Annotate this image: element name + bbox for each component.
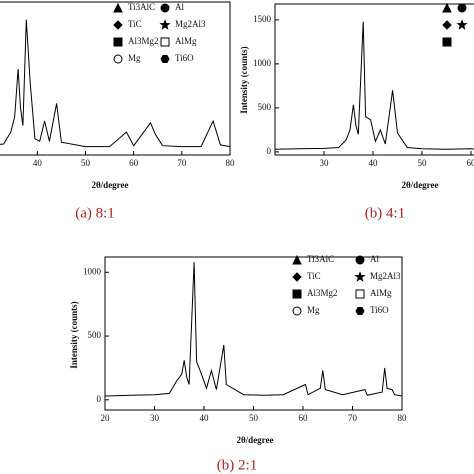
x-tick-label: 20 [101, 413, 111, 423]
x-tick-label: 40 [33, 158, 43, 168]
symbol [292, 254, 302, 265]
symbol [113, 54, 123, 64]
symbol [355, 255, 365, 265]
symbol [354, 271, 366, 282]
legend-label: Mg2Al3 [370, 271, 401, 281]
legend-label: TiC [307, 271, 321, 281]
y-tick-label: 1500 [253, 14, 272, 24]
legend-label: Ti6O [370, 305, 389, 315]
symbol [160, 37, 170, 47]
x-axis-label: 2θ/degree [236, 435, 273, 445]
x-tick-label: 60 [467, 158, 474, 168]
caption: (b) 2:1 [217, 457, 257, 473]
x-tick-label: 50 [81, 158, 91, 168]
y-tick-label: 1000 [253, 58, 272, 68]
x-tick-label: 50 [249, 413, 259, 423]
x-tick-label: 70 [177, 158, 187, 168]
y-tick-label: 1000 [83, 266, 102, 276]
legend-label: Ti3AlC [307, 254, 334, 264]
x-tick-label: 40 [200, 413, 210, 423]
legend-label: TiC [128, 19, 142, 29]
legend-label: AlMg [175, 36, 197, 46]
symbol [113, 2, 123, 13]
legend-label: Ti3AlC [128, 2, 155, 12]
y-axis-label: Intensity (counts) [239, 46, 249, 113]
legend-label: Al [370, 254, 379, 264]
xrd-line [274, 21, 474, 150]
symbol [113, 20, 123, 30]
legend-label: Mg [307, 305, 320, 315]
y-tick-label: 0 [97, 394, 102, 404]
x-tick-label: 30 [150, 413, 160, 423]
legend-label: Mg2Al3 [175, 19, 206, 29]
y-axis-label: Intensity (counts) [69, 301, 79, 368]
symbol [456, 19, 468, 30]
x-tick-label: 80 [398, 413, 408, 423]
legend-label: AlMg [370, 288, 392, 298]
legend-label: Al3Mg2 [128, 36, 159, 46]
legend-label: Ti6O [175, 53, 194, 63]
legend-label: Al [175, 2, 184, 12]
legend-label: Al3Mg2 [307, 288, 338, 298]
x-tick-label: 50 [418, 158, 428, 168]
caption: (a) 8:1 [75, 205, 115, 221]
legend-label: Mg [128, 53, 141, 63]
symbol [442, 20, 452, 30]
x-tick-label: 70 [348, 413, 358, 423]
symbol [160, 55, 170, 63]
symbol [442, 2, 452, 13]
xrd-line [104, 262, 403, 397]
symbol [159, 19, 171, 30]
symbol [292, 272, 302, 282]
x-axis-label: 2θ/degree [401, 180, 438, 190]
x-tick-label: 60 [129, 158, 139, 168]
xrd-line [0, 19, 231, 148]
symbol [442, 37, 452, 47]
y-tick-label: 0 [267, 146, 272, 156]
symbol [292, 289, 302, 299]
x-tick-label: 40 [369, 158, 379, 168]
symbol [113, 37, 123, 47]
symbol [160, 3, 170, 13]
symbol [355, 289, 365, 299]
symbol [292, 306, 302, 316]
symbol [355, 307, 365, 315]
x-tick-label: 80 [226, 158, 236, 168]
x-axis-label: 2θ/degree [91, 180, 128, 190]
x-tick-label: 60 [299, 413, 309, 423]
symbol [457, 3, 467, 13]
caption: (b) 4:1 [365, 205, 405, 221]
y-tick-label: 500 [258, 102, 272, 112]
y-tick-label: 500 [88, 330, 102, 340]
x-tick-label: 30 [320, 158, 330, 168]
